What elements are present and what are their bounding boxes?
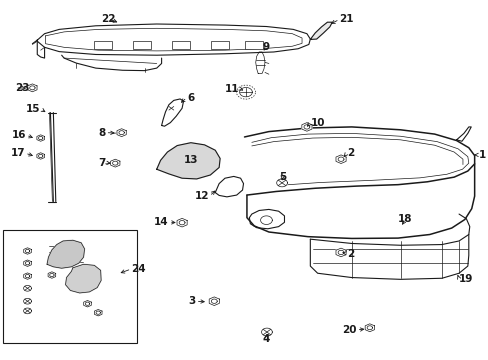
Polygon shape [365,324,374,332]
Polygon shape [23,260,31,266]
Bar [211,41,228,49]
Polygon shape [47,240,84,268]
Polygon shape [177,219,187,227]
Text: 7: 7 [98,158,105,168]
Bar [133,41,151,49]
Bar [94,41,112,49]
Polygon shape [37,135,44,141]
Bar [3,230,137,343]
Text: 1: 1 [478,150,485,160]
Text: 16: 16 [12,130,26,140]
Polygon shape [48,272,56,278]
Polygon shape [23,285,31,291]
Text: 12: 12 [195,191,209,201]
Text: 5: 5 [278,172,285,182]
Bar [245,41,263,49]
Polygon shape [37,153,44,159]
Polygon shape [83,301,91,307]
Text: 6: 6 [186,93,194,103]
Text: 2: 2 [346,248,353,258]
Polygon shape [23,248,31,254]
Polygon shape [28,84,37,92]
Polygon shape [335,248,346,257]
Text: 23: 23 [15,83,30,93]
Text: 3: 3 [188,296,195,306]
Text: 2: 2 [346,148,353,158]
Bar [172,41,189,49]
Text: 17: 17 [10,148,25,158]
Polygon shape [23,273,31,279]
Text: 15: 15 [26,104,41,114]
Text: 14: 14 [154,217,168,227]
Polygon shape [23,298,31,304]
Polygon shape [261,328,272,336]
Text: 8: 8 [98,128,105,138]
Text: 21: 21 [339,14,353,24]
Text: 22: 22 [101,14,115,24]
Text: 18: 18 [397,215,412,224]
Polygon shape [117,129,126,136]
Text: 20: 20 [342,325,356,335]
Polygon shape [310,22,331,40]
Text: 19: 19 [458,274,472,284]
Polygon shape [335,155,346,163]
Text: 24: 24 [131,264,146,274]
Polygon shape [110,159,120,167]
Polygon shape [23,308,31,314]
Text: 9: 9 [263,42,269,52]
Text: 4: 4 [262,334,269,344]
Polygon shape [301,123,311,131]
Text: 10: 10 [310,118,324,128]
Polygon shape [209,297,219,306]
Polygon shape [65,264,101,293]
Polygon shape [276,179,287,187]
Text: 13: 13 [183,154,198,165]
Polygon shape [94,310,102,316]
Polygon shape [157,143,220,179]
Polygon shape [239,87,252,97]
Text: 11: 11 [224,84,239,94]
